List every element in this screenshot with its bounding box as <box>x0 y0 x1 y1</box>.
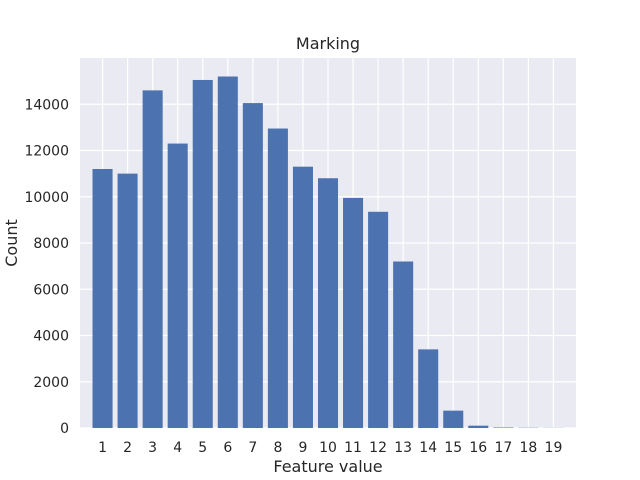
x-tick-label: 17 <box>494 440 512 456</box>
y-tick-label: 4000 <box>33 329 69 345</box>
x-tick-label: 18 <box>519 440 537 456</box>
x-tick-label: 15 <box>444 440 462 456</box>
bar-7 <box>242 103 263 428</box>
x-tick-label: 11 <box>344 440 362 456</box>
x-tick-label: 8 <box>273 440 282 456</box>
bars <box>92 76 564 428</box>
y-tick-label: 14000 <box>24 97 69 113</box>
x-tick-label: 10 <box>319 440 337 456</box>
x-tick-label: 2 <box>123 440 132 456</box>
bar-5 <box>192 79 213 428</box>
bar-8 <box>267 128 288 428</box>
bar-15 <box>443 410 464 428</box>
y-axis-label: Count <box>2 219 21 267</box>
y-tick-labels: 0 2000 4000 6000 8000 10000 12000 14000 <box>24 97 69 437</box>
chart-title: Marking <box>296 34 360 53</box>
x-tick-label: 16 <box>469 440 487 456</box>
x-tick-label: 19 <box>545 440 563 456</box>
y-tick-label: 2000 <box>33 375 69 391</box>
bar-6 <box>217 76 238 428</box>
bar-14 <box>418 349 439 428</box>
bar-1 <box>92 169 113 428</box>
y-tick-label: 0 <box>60 421 69 437</box>
x-tick-label: 14 <box>419 440 437 456</box>
bar-12 <box>368 211 389 428</box>
y-tick-label: 12000 <box>24 144 69 160</box>
x-tick-label: 9 <box>298 440 307 456</box>
x-tick-label: 1 <box>98 440 107 456</box>
x-tick-label: 13 <box>394 440 412 456</box>
x-tick-label: 3 <box>148 440 157 456</box>
bar-13 <box>393 261 414 428</box>
x-tick-label: 4 <box>173 440 182 456</box>
y-tick-label: 8000 <box>33 236 69 252</box>
y-tick-label: 10000 <box>24 190 69 206</box>
bar-10 <box>317 178 339 428</box>
x-tick-label: 12 <box>369 440 387 456</box>
bar-3 <box>142 90 163 428</box>
bar-9 <box>292 166 313 428</box>
bar-4 <box>167 143 188 428</box>
y-tick-label: 6000 <box>33 282 69 298</box>
bar-11 <box>343 197 364 428</box>
x-tick-labels: 1 2 3 4 5 6 7 8 9 10 11 12 13 14 15 16 17 18 19 <box>98 440 562 456</box>
x-tick-label: 5 <box>198 440 207 456</box>
bar-2 <box>117 173 138 428</box>
x-tick-label: 7 <box>248 440 257 456</box>
x-axis-label: Feature value <box>273 457 382 476</box>
bar-16 <box>468 425 489 428</box>
x-tick-label: 6 <box>223 440 232 456</box>
